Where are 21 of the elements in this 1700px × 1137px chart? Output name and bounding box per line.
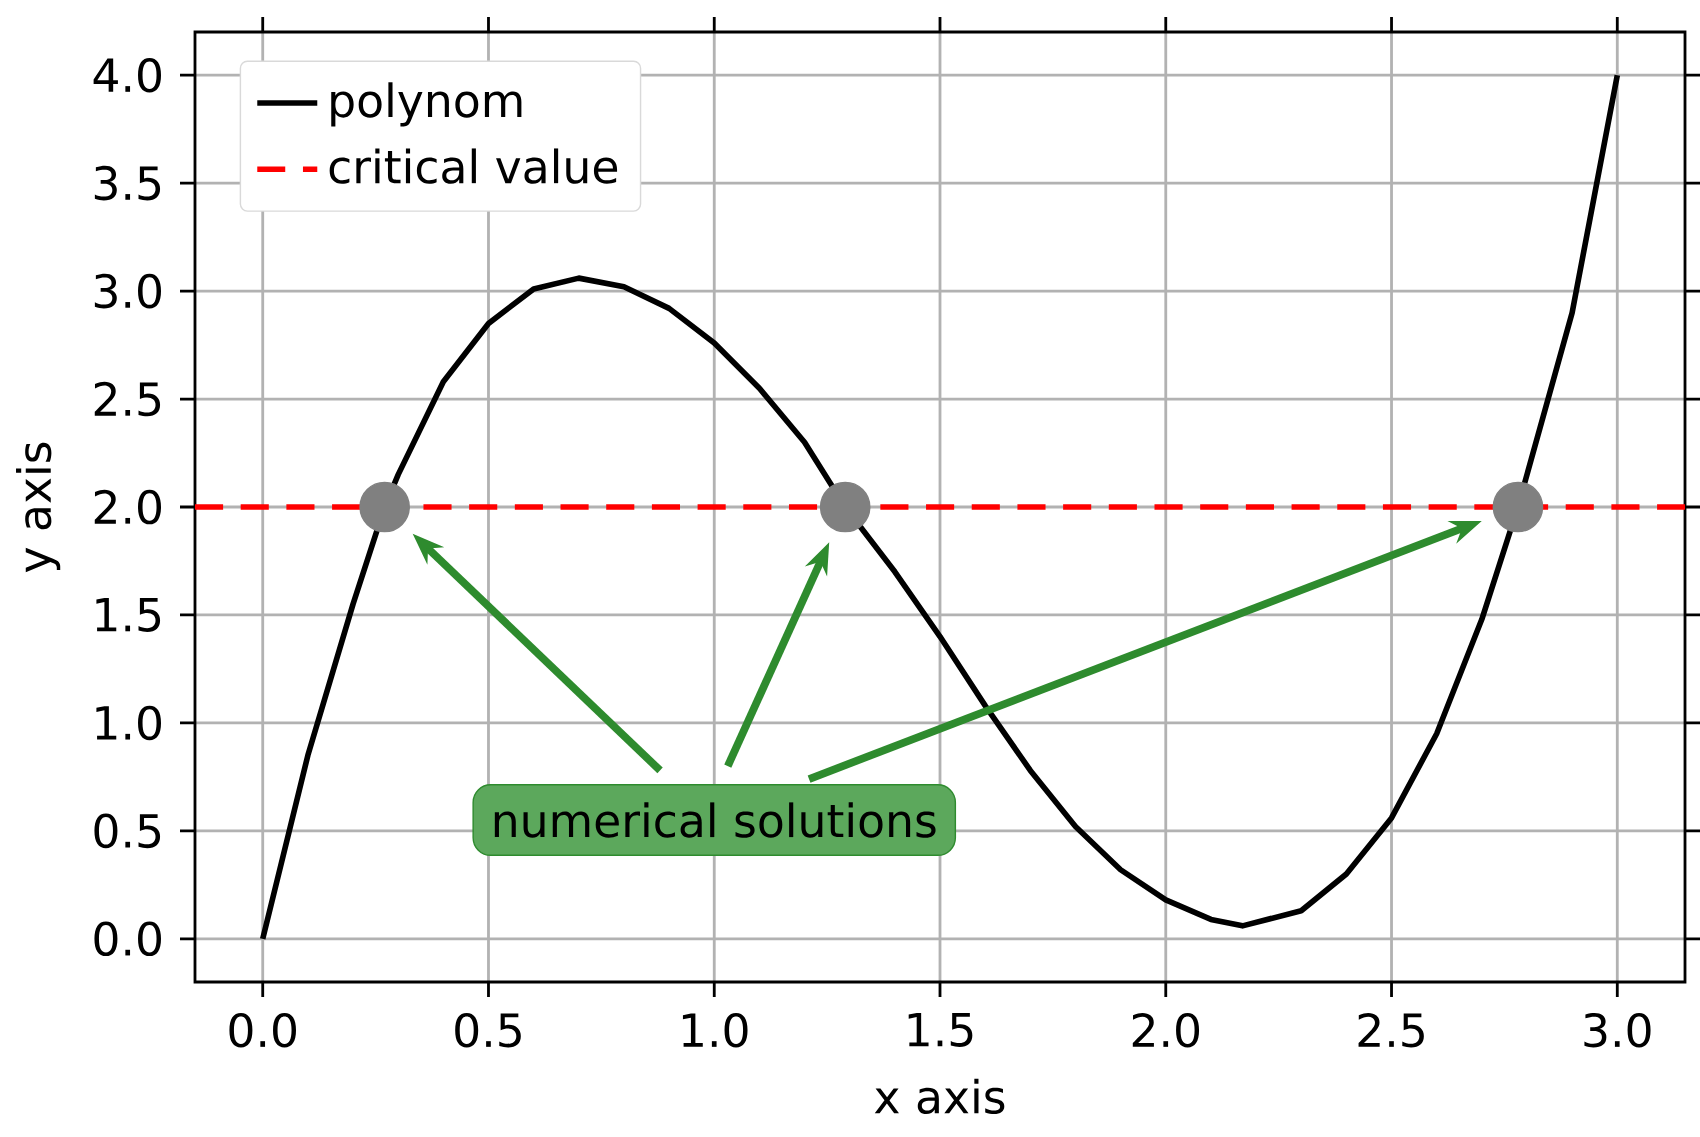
- y-tick-label: 3.0: [94, 273, 162, 309]
- y-tick-label: 0.0: [94, 921, 162, 957]
- y-tick-label: 2.0: [94, 489, 162, 525]
- x-tick-label: 1.0: [682, 1012, 748, 1048]
- x-tick-label: 3.0: [1584, 1012, 1651, 1048]
- y-tick-label: 0.5: [94, 813, 161, 849]
- x-tick-label: 0.5: [455, 1012, 521, 1048]
- x-tick-label: 2.0: [1132, 1012, 1200, 1048]
- y-tick-label: 2.5: [94, 381, 161, 417]
- legend-label: critical value: [329, 148, 618, 184]
- annotation: numerical solutions: [494, 802, 936, 838]
- y-tick-label: 4.0: [93, 57, 162, 93]
- x-tick-label: 0.0: [229, 1012, 296, 1048]
- y-tick-label: 1.0: [96, 705, 162, 741]
- x-tick-label: 1.5: [908, 1012, 973, 1047]
- x-tick-label: 2.5: [1358, 1012, 1424, 1048]
- y-tick-label: 1.5: [96, 597, 161, 632]
- y-tick-label: 3.5: [94, 165, 161, 201]
- x-axis-title: x axis: [874, 1078, 1005, 1115]
- y-axis-title: y axis: [16, 442, 61, 573]
- legend-label: polynom: [331, 82, 522, 127]
